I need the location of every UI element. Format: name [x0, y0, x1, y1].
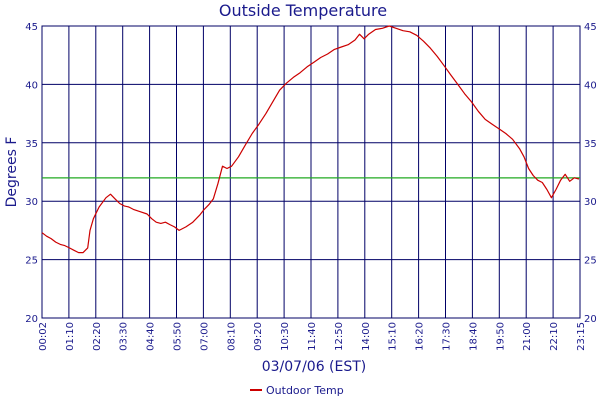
x-tick-label: 02:20 [92, 322, 103, 351]
x-tick-label: 04:40 [146, 322, 157, 351]
y-tick-label-right: 45 [584, 22, 597, 33]
y-tick-label: 35 [25, 139, 38, 150]
x-tick-label: 07:00 [199, 322, 210, 351]
series-line-outdoor-temp [41, 25, 580, 254]
x-tick-label: 19:50 [495, 322, 506, 351]
x-tick-label: 00:02 [38, 322, 49, 351]
x-axis-label: 03/07/06 (EST) [262, 359, 367, 375]
x-tick-label: 17:30 [442, 322, 453, 351]
chart-title: Outside Temperature [219, 1, 387, 20]
y-tick-label-right: 30 [584, 197, 597, 208]
x-tick-label: 10:30 [280, 322, 291, 351]
x-tick-label: 14:00 [361, 322, 372, 351]
y-axis-label: Degrees F [4, 137, 20, 208]
y-tick-label: 20 [25, 314, 38, 325]
x-tick-label: 11:40 [307, 322, 318, 351]
x-tick-label: 03:30 [119, 322, 130, 351]
y-tick-label-right: 35 [584, 139, 597, 150]
x-tick-label: 05:50 [173, 322, 184, 351]
plot-area: 20 20 25 25 30 30 35 35 40 40 45 45 00:02 01:10 02:20 0… [25, 22, 596, 351]
x-tick-label: 01:10 [65, 322, 76, 351]
y-tick-label-right: 40 [584, 80, 597, 91]
legend: Outdoor Temp [250, 384, 344, 397]
x-tick-label: 08:10 [226, 322, 237, 351]
y-tick-label: 25 [25, 256, 38, 267]
x-tick-label: 09:20 [253, 322, 264, 351]
y-tick-label-right: 20 [584, 314, 597, 325]
y-tick-label: 40 [25, 80, 38, 91]
y-tick-label: 45 [25, 22, 38, 33]
x-tick-label: 15:10 [388, 322, 399, 351]
legend-label: Outdoor Temp [266, 384, 344, 397]
x-tick-label: 12:50 [334, 322, 345, 351]
y-tick-label: 30 [25, 197, 38, 208]
x-tick-label: 16:20 [415, 322, 426, 351]
x-tick-label: 22:10 [549, 322, 560, 351]
x-tick-label: 21:00 [522, 322, 533, 351]
x-tick-label: 23:15 [576, 322, 587, 351]
x-tick-label: 18:40 [468, 322, 479, 351]
y-tick-label-right: 25 [584, 256, 597, 267]
